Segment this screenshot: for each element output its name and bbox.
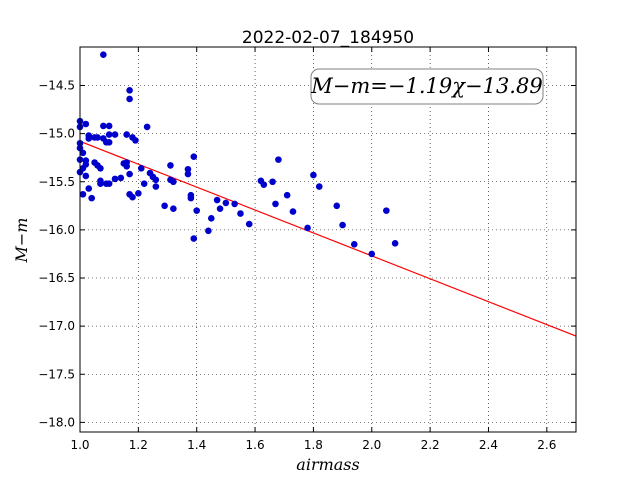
data-point [111,175,119,183]
data-point [310,171,317,179]
data-point [184,170,192,178]
y-tick-label: −17.5 [38,367,75,381]
data-point [79,149,87,157]
x-axis-ticks: 1.0 1.2 1.4 1.6 1.8 2.0 2.2 2.4 2.6 [70,47,556,452]
y-tick-label: −14.5 [38,79,75,93]
y-tick-label: −15.5 [38,175,75,189]
data-point [190,153,198,161]
chart-title: 2022-02-07_184950 [242,28,414,48]
data-point [170,178,177,186]
data-point [187,194,195,202]
data-point [105,180,113,187]
fit-line [79,140,577,337]
data-point [79,190,87,198]
data-point [391,240,399,247]
data-point [137,164,145,172]
data-point [333,202,341,210]
data-point [167,162,174,169]
data-point [304,224,311,232]
data-point [105,138,113,146]
data-point [315,183,323,190]
data-point [135,190,142,197]
data-point [111,131,119,138]
y-tick-label: −17.0 [38,319,75,333]
data-point [100,51,107,58]
data-point [85,135,93,142]
data-point [100,122,107,130]
data-point [272,200,279,208]
data-point [289,208,297,215]
y-tick-label: −18.0 [38,415,75,429]
fit-line-layer [79,140,577,337]
x-tick-label: 2.6 [537,438,556,452]
data-point [82,120,90,128]
data-point [152,176,160,184]
data-point [126,87,133,94]
data-point [129,193,136,201]
data-point [283,191,291,199]
data-point [184,165,192,173]
x-axis-label: airmass [296,455,359,474]
x-tick-label: 2.0 [362,438,381,452]
data-point [88,194,95,202]
x-tick-label: 2.4 [479,438,498,452]
y-tick-label: −15.0 [38,127,75,141]
data-point [207,215,215,222]
data-point [245,220,253,228]
data-point [161,202,168,210]
data-point [269,178,276,186]
data-point [126,95,133,103]
y-axis-ticks: −14.5 −15.0 −15.5 −16.0 −16.5 −17.0 −17.5 −18.0 [38,79,576,429]
data-point [205,227,212,235]
y-tick-label: −16.5 [38,271,75,285]
scatter-points [76,51,399,258]
y-tick-label: −16.0 [38,223,75,237]
data-point [350,241,358,248]
data-point [190,235,198,242]
data-point [231,200,238,208]
x-tick-label: 2.2 [421,438,440,452]
x-tick-label: 1.8 [304,438,323,452]
data-point [193,207,201,214]
x-tick-label: 1.2 [129,438,148,452]
data-point [140,180,148,187]
x-tick-label: 1.4 [187,438,206,452]
data-point [383,207,390,214]
fit-annotation: M−m=−1.19χ−13.89 [310,68,544,105]
data-point [222,199,230,207]
data-point [94,134,101,141]
annotation-box [310,68,544,105]
data-point [275,156,282,163]
y-axis-label: M−m [12,218,31,264]
data-point [339,221,346,229]
data-point [105,122,113,130]
data-point [82,161,90,168]
data-point [152,183,160,190]
data-point [82,172,90,180]
data-point [216,205,224,212]
data-point [368,250,376,258]
data-point [97,180,104,187]
data-point [132,137,139,144]
data-point [170,205,177,212]
data-point [105,131,113,138]
data-point [143,123,151,131]
data-point [213,196,221,204]
data-point [123,131,130,138]
plot-frame [79,46,577,433]
data-point [260,181,268,188]
data-point [126,170,133,178]
data-point [123,159,130,166]
x-tick-label: 1.6 [246,438,265,452]
data-point [85,185,93,192]
data-point [237,210,244,217]
annotation-text: M−m=−1.19χ−13.89 [310,74,542,98]
x-tick-label: 1.0 [70,438,89,452]
data-point [97,164,104,172]
data-point [117,174,125,182]
